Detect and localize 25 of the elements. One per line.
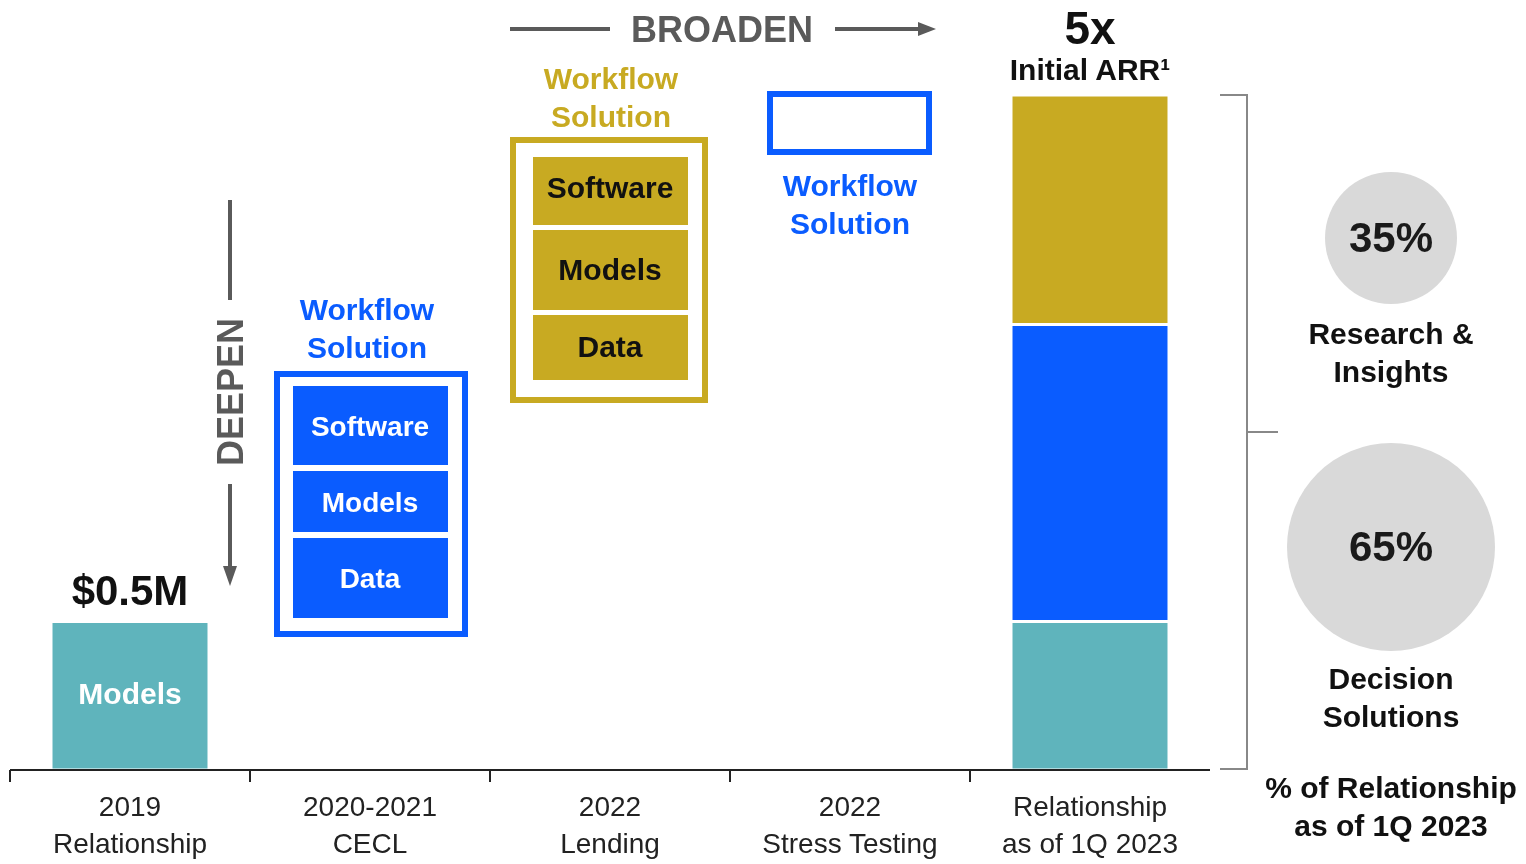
annotation: Data [338, 561, 402, 596]
text: % of Relationship as of 1Q 2023 [1264, 769, 1518, 844]
x-tick-label: 2022 Stress Testing [762, 791, 938, 859]
annotation: Workflow Solution [781, 167, 919, 241]
annotation: Workflow Solution [542, 60, 680, 134]
annotation: Workflow Solution [298, 291, 436, 365]
x-tick-label: 2022 Lending [560, 791, 660, 859]
text: Decision Solutions [1321, 660, 1461, 734]
annotation: Models [77, 676, 183, 713]
x-tick-label: 2019 Relationship [52, 791, 208, 859]
x-tick-label: Relationship as of 1Q 2023 [1002, 791, 1178, 859]
x-tick-label: 2020-2021 CECL [303, 791, 437, 859]
annotation: Models [320, 485, 420, 520]
text: 35% [1347, 212, 1435, 263]
annotation: 5x [1063, 2, 1117, 54]
annotation: Software [545, 170, 675, 207]
text: BROADEN [630, 7, 814, 52]
annotation: $0.5M [70, 566, 190, 614]
annotation: Models [557, 252, 663, 289]
annotation: Data [576, 329, 644, 366]
annotation: DEEPEN [208, 317, 252, 469]
text: 65% [1347, 521, 1435, 572]
text: Research & Insights [1307, 315, 1475, 390]
annotation: Software [310, 410, 430, 442]
annotation: Initial ARR¹ [1008, 53, 1172, 86]
